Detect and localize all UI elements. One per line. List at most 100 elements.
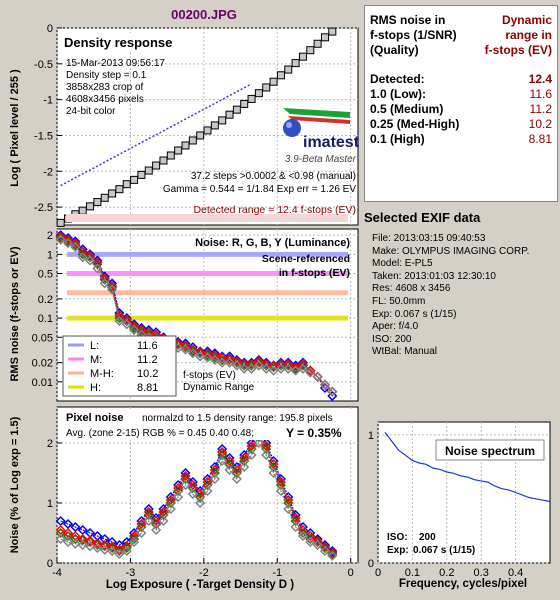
noise-marker: [70, 242, 81, 253]
row-label: 0.1 (High): [370, 132, 425, 146]
density-fit-line: [60, 83, 252, 187]
legend-label: H:: [90, 382, 101, 394]
pixel-x-label: Log Exposure ( -Target Density D ): [106, 579, 294, 591]
density-stats-1: Gamma = 0.544 = 1/1.84 Exp err = 1.26 EV: [163, 184, 356, 195]
legend-label: M:: [90, 354, 102, 366]
x-tick-label: 0.3: [474, 567, 489, 579]
table-header-right-2: f-stops (EV): [484, 43, 552, 57]
x-tick-label: -1: [272, 567, 282, 579]
noise-marker: [209, 354, 220, 366]
pixel-marker: [319, 542, 331, 554]
pixel-marker: [290, 521, 301, 533]
density-marker: [174, 146, 183, 155]
density-marker: [232, 105, 241, 114]
y-tick-label: 0.02: [32, 358, 53, 370]
table-row-high: 0.1 (High) 8.81: [370, 132, 552, 146]
legend-value: 11.2: [137, 354, 158, 366]
noise-marker: [195, 351, 206, 362]
noise-marker: [121, 314, 132, 325]
noise-marker: [99, 278, 110, 289]
noise-marker: [202, 352, 213, 363]
noise-marker: [217, 352, 228, 363]
pixel-y-ticks: 2 1 0: [47, 438, 62, 570]
pixel-marker: [55, 533, 66, 545]
legend-value: 11.6: [137, 340, 158, 352]
y-tick-label: 0.2: [38, 294, 53, 306]
y-tick-label: -0.5: [34, 59, 53, 71]
y-tick-label: 0.5: [38, 269, 53, 281]
density-marker: [122, 180, 131, 189]
noise-marker: [297, 358, 308, 370]
pixel-marker: [77, 533, 88, 545]
noise-marker: [77, 246, 88, 257]
noise-grid: [56, 229, 358, 401]
legend-label: M-H:: [90, 368, 114, 380]
noise-marker: [114, 310, 125, 321]
pixel-marker: [143, 503, 154, 515]
pixel-header-box: [60, 409, 352, 440]
row-value: 10.2: [528, 117, 552, 131]
spectrum-x-label: Frequency, cycles/pixel: [399, 578, 527, 590]
pixel-marker: [327, 548, 338, 560]
noise-marker: [107, 284, 118, 295]
density-marker: [320, 33, 329, 42]
pixel-marker: [297, 524, 308, 536]
density-marker: [93, 198, 102, 207]
y-tick-label: 2: [47, 438, 53, 450]
density-marker: [130, 175, 139, 184]
density-marker: [328, 27, 337, 36]
density-marker: [56, 218, 65, 227]
noise-legend: L: 11.6M: 11.2M-H: 10.2H: 8.81 f-stops (EV) …: [62, 335, 255, 397]
exif-line: Model: E-PL5: [372, 258, 433, 270]
noise-marker: [305, 365, 316, 376]
pixel-marker: [92, 542, 103, 554]
pixel-marker: [129, 530, 140, 542]
noise-marker: [224, 357, 235, 368]
pixel-series: [55, 425, 338, 561]
noise-marker: [121, 319, 132, 330]
noise-marker: [297, 363, 308, 374]
x-tick-label: 0: [348, 567, 354, 579]
noise-marker: [231, 357, 242, 368]
noise-marker: [312, 371, 323, 382]
x-tick-label: -3: [126, 567, 136, 579]
y-tick-label: 0: [47, 558, 53, 570]
row-label: 0.25 (Med-High): [370, 117, 460, 131]
noise-marker: [305, 367, 316, 378]
noise-marker: [180, 340, 191, 351]
x-tick-label: 0.1: [405, 567, 420, 579]
pixel-marker: [209, 473, 220, 485]
pixel-marker: [312, 535, 323, 546]
dynamic-range-table: RMS noise in f-stops (1/SNR) (Quality) D…: [364, 5, 558, 202]
spectrum-grid: [377, 422, 550, 564]
pixel-marker: [136, 527, 147, 539]
table-header-left-2: (Quality): [370, 43, 419, 57]
pixel-normalized: normalzd to 1.5 density range: 195.8 pix…: [142, 413, 333, 424]
table-header-right-1: range in: [505, 28, 552, 42]
density-marker: [203, 126, 212, 135]
noise-marker: [327, 390, 338, 402]
pixel-marker: [327, 547, 338, 558]
logo-text: imatest: [303, 134, 360, 151]
legend-value: 10.2: [137, 368, 158, 380]
density-marker: [284, 65, 293, 74]
pixel-marker: [151, 512, 162, 524]
noise-marker: [121, 313, 132, 324]
noise-marker: [55, 234, 66, 245]
x-tick-label: 0: [375, 567, 381, 579]
row-value: 8.81: [528, 132, 552, 146]
pixel-marker: [165, 503, 176, 515]
noise-marker: [283, 363, 294, 374]
pixel-marker: [319, 539, 331, 551]
density-marker: [262, 83, 271, 92]
density-marker: [210, 121, 219, 130]
scene-referenced-0: Scene-referenced: [262, 253, 350, 265]
pixel-marker: [231, 461, 242, 473]
pixel-y-label: Noise (% of Log exp = 1.5): [9, 416, 21, 553]
density-info-4: 24-bit color: [66, 106, 116, 117]
noise-marker: [217, 357, 228, 368]
density-title-box: [60, 33, 184, 51]
noise-marker: [84, 255, 96, 266]
pixel-marker: [239, 461, 250, 473]
